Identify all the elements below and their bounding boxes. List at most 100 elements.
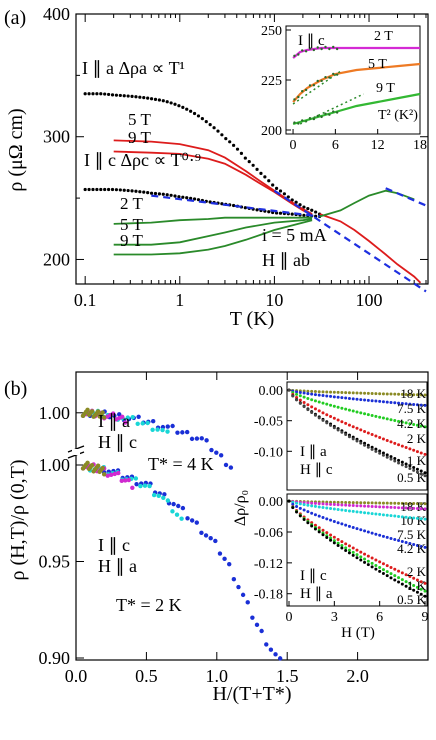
inset-b-bottom-point [378, 501, 382, 505]
inset-b-bottom-point [397, 576, 401, 580]
inset-b-xtick-label: 3 [331, 610, 338, 625]
inset-b-top-point [317, 400, 321, 404]
b-upper-point [204, 438, 209, 443]
inset-b-top-current: I ∥ a [300, 444, 327, 460]
inset-b-top-point [351, 409, 355, 413]
inset-b-bottom-point [408, 582, 412, 586]
inset-b-bottom-point [419, 544, 423, 548]
inset-b-bottom-point [419, 592, 423, 596]
inset-b-bottom-point [317, 530, 321, 534]
inset-b-top-point [359, 398, 363, 402]
inset-b-bottom-point [359, 558, 363, 562]
inset-b-top-point [359, 391, 363, 395]
inset-b-top-point [408, 393, 412, 397]
b-upper-tstar: T* = 4 K [148, 454, 214, 474]
inset-b-top-point [381, 451, 385, 455]
a-c2t-label: 2 T [120, 194, 143, 213]
inset-b-top-point [400, 463, 404, 467]
a-data-point [204, 119, 208, 124]
inset-b-bottom-point [363, 557, 367, 561]
inset-b-bottom-point [363, 501, 367, 505]
inset-b-top-point [385, 438, 389, 442]
a-data-point [228, 140, 232, 144]
b-upper-point [101, 415, 107, 420]
inset-b-top-field: H ∥ c [300, 462, 333, 478]
inset-b-top-point [306, 408, 310, 412]
inset-a-point [301, 90, 304, 93]
inset-b-bottom-point [374, 563, 378, 567]
b-upper-field: H ∥ c [98, 432, 137, 452]
inset-a-point [328, 113, 331, 116]
a-data-point [99, 92, 103, 96]
a-data-point [259, 171, 263, 175]
inset-b-top-point [397, 392, 401, 396]
inset-b-top-point [404, 392, 408, 396]
inset-a-point [335, 73, 339, 76]
inset-b-top-point [355, 439, 359, 443]
a-data-point [161, 99, 165, 103]
a-ic-label: I ∥ c Δρc ∝ T⁰·⁹ [84, 150, 201, 170]
a-data-point [91, 92, 95, 96]
b-xtick-label: 1.0 [206, 666, 229, 686]
a-fit-line [273, 189, 427, 293]
inset-b-top-point [412, 393, 416, 397]
inset-b-top-point [298, 401, 302, 405]
inset-b-bottom-point [404, 506, 408, 510]
inset-b-top-point [374, 434, 378, 438]
panel-a-label: (a) [4, 7, 26, 29]
b-upper-point [199, 436, 204, 441]
inset-b-bottom-point [415, 507, 419, 511]
inset-b-bottom-point [366, 530, 370, 534]
b-upper-point [150, 427, 155, 433]
inset-b-xtick-label: 6 [376, 610, 383, 625]
inset-b-bottom-point [310, 504, 314, 508]
a-data-point [153, 97, 158, 101]
b-upper-current: I ∥ a [98, 411, 130, 431]
inset-b-top-point [381, 453, 385, 457]
inset-b-top-point [366, 445, 370, 449]
inset-b-bottom-point [336, 500, 340, 504]
inset-b-xlabel: H (T) [341, 625, 375, 641]
inset-b-bottom-point [351, 546, 355, 550]
inset-b-bottom-point [355, 556, 359, 560]
inset-b-bottom-point [302, 517, 306, 521]
inset-b-bottom-point [332, 535, 336, 539]
inset-b-top-point [344, 421, 348, 425]
inset-b-top-point [317, 393, 321, 397]
a-5t-label: 5 T [128, 110, 151, 129]
inset-b-top-point [344, 396, 348, 400]
inset-b-top-point [287, 388, 291, 392]
inset-b-bottom-point [351, 550, 355, 554]
inset-b-xtick-label: 0 [286, 610, 293, 625]
a-series-line [113, 216, 313, 225]
inset-a-point [324, 76, 327, 79]
inset-b-bottom-point [423, 581, 427, 585]
inset-a-point [297, 95, 300, 99]
inset-b-top-point [381, 416, 385, 420]
inset-b-bottom-point [295, 501, 299, 505]
panel-a-axes: 0.1 1 10 100 200 300 400 [43, 4, 428, 310]
b-lower-point [142, 483, 148, 488]
a-data-point [208, 123, 212, 127]
inset-b-top-point [313, 399, 317, 403]
inset-b-top-point [374, 399, 378, 403]
inset-b-bottom-point [370, 561, 374, 565]
a-data-point [118, 188, 122, 192]
inset-b-top-point [400, 460, 404, 464]
a-data-point [142, 96, 146, 100]
inset-b-bottom-point [325, 502, 329, 506]
inset-b-bottom-point [408, 586, 412, 590]
b-upper-point [165, 424, 170, 429]
a-data-point [192, 111, 197, 116]
inset-b-top-point [370, 399, 374, 403]
inset-b-top-point [306, 396, 310, 400]
inset-b-top-point [423, 403, 427, 407]
inset-b-bottom-point [313, 504, 317, 508]
inset-b-bottom-point [336, 537, 340, 541]
inset-b-top-point [393, 459, 397, 463]
inset-b-top-point [393, 419, 397, 423]
b-lower-point [179, 516, 184, 521]
inset-b-bottom-point [351, 553, 355, 557]
inset-b-top-point [397, 419, 401, 423]
inset-b-bottom-point [347, 501, 351, 505]
